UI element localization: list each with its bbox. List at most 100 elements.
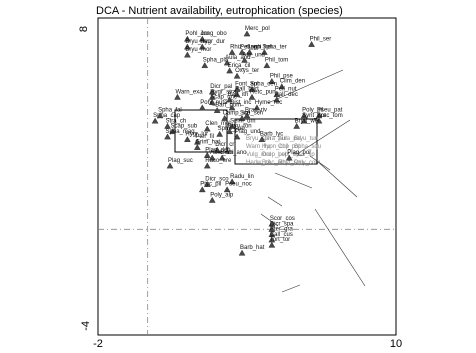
point-marker — [198, 186, 206, 193]
point-marker — [285, 154, 293, 161]
gray-point-label: Bryu_sph — [246, 136, 271, 142]
point-marker — [193, 144, 201, 150]
data-point: Grim_hat — [193, 139, 220, 150]
data-point: Abie_abi — [208, 150, 234, 161]
point-marker — [226, 67, 233, 74]
data-point: Retc_pun — [248, 89, 276, 100]
gray-point-label: Bryu_tun — [294, 136, 318, 142]
data-point: Brac_tom — [315, 113, 343, 124]
point-label: Oxys_ter — [235, 68, 259, 74]
point-label: Bryu_wei — [295, 118, 320, 124]
point-marker — [174, 93, 181, 100]
data-point: Spha_fal — [156, 108, 182, 119]
point-label: Retc_pun — [250, 89, 276, 95]
data-point: Erica_cil — [226, 63, 250, 74]
data-point: Pell_epi — [238, 44, 261, 55]
point-label: Jung_obo — [200, 31, 227, 37]
data-point: Oxys_ter — [233, 68, 259, 79]
point-label: Spha_cap — [153, 113, 181, 119]
point-marker — [198, 43, 206, 50]
point-label: Hygr_dur — [200, 39, 225, 45]
data-point: Warn_exa — [174, 89, 203, 100]
data-point: Camp_ste — [221, 110, 251, 121]
point-label: Plag_den — [205, 147, 230, 153]
data-point: Bart_ith — [226, 92, 248, 103]
data-point: Pall_bart — [233, 87, 259, 98]
point-marker — [233, 72, 241, 79]
point-marker — [228, 48, 236, 55]
point-label: Bryu_sau — [185, 39, 210, 45]
point-marker — [166, 162, 174, 169]
point-label: Pall_bart — [235, 87, 259, 93]
point-label: Bryu_ton — [228, 124, 252, 130]
point-marker — [248, 93, 256, 100]
gray-point-label: Brac_alb — [262, 160, 286, 166]
point-marker — [203, 151, 211, 158]
y-tick-top: 8 — [78, 26, 90, 32]
data-point: Clim_den — [278, 79, 305, 90]
gray-point-label: Rhyt_squ — [278, 160, 303, 166]
point-label: Sco_sch — [240, 110, 263, 116]
point-label: Spha_mag — [166, 129, 195, 135]
data-point: Dicr_sco — [203, 176, 229, 187]
point-label: Grim_ano — [220, 150, 247, 156]
point-label: Clim_den — [280, 79, 305, 85]
data-point: Bryu_ton — [226, 124, 252, 135]
data-point: Synt_nor — [300, 113, 326, 124]
gray-point-label: Aula_pal — [278, 136, 301, 142]
point-marker — [164, 133, 171, 140]
point-marker — [184, 136, 191, 142]
point-label: Bart_pom — [215, 102, 241, 108]
point-marker — [221, 114, 228, 121]
point-label: Tort_tor — [270, 237, 290, 243]
gray-point-label: Spha_squ — [294, 144, 321, 150]
point-label: Scap_sub — [171, 124, 198, 130]
point-marker — [253, 104, 261, 111]
leader-line — [260, 213, 279, 227]
point-label: Barb_lyc — [260, 132, 283, 138]
data-point: Pall_dec — [273, 92, 298, 103]
leader-lines — [260, 69, 366, 293]
point-marker — [243, 112, 251, 119]
point-marker — [228, 104, 236, 111]
point-label: Abie_abi — [210, 150, 233, 156]
gray-point-label: Hypn_cup — [262, 144, 290, 150]
data-point: Poly_alp — [208, 192, 234, 203]
point-marker — [233, 133, 241, 140]
data-point: Clen_mol — [203, 121, 231, 132]
data-point: Hygr_lur — [184, 132, 208, 142]
point-marker — [208, 154, 216, 161]
point-label: Grim_hat — [195, 139, 220, 145]
data-point: Pohl_cru — [184, 31, 209, 42]
point-label: Merc_pol — [245, 26, 270, 32]
data-point: Merc_pol — [243, 26, 270, 37]
data-point: Spha_mag — [164, 129, 195, 140]
point-marker — [203, 162, 211, 169]
point-label: Pter_fil — [195, 134, 214, 140]
leader-line — [267, 196, 283, 207]
point-marker — [258, 136, 266, 142]
point-label: Warn_exa — [175, 89, 203, 95]
point-marker — [246, 48, 253, 55]
data-point: Atri_und — [241, 52, 265, 63]
data-point: Spha_cen — [248, 81, 277, 92]
point-label: Spha_pla — [203, 58, 229, 64]
data-point: Barb_lyc — [258, 132, 283, 142]
point-label: Hyme_rec — [255, 100, 282, 106]
data-point: Bryu_mor — [184, 47, 211, 58]
point-label: Pseu_pat — [317, 108, 343, 114]
point-marker — [268, 77, 276, 84]
point-label: Phil_ser — [310, 36, 332, 42]
point-label: Pohl_cru — [185, 31, 209, 37]
point-label: Plag_suc — [168, 158, 193, 164]
point-marker — [241, 56, 248, 63]
data-point: Hygr_dur — [198, 39, 225, 50]
data-point: Dicr_cri — [213, 142, 236, 153]
point-label: Hygr_stra — [210, 89, 237, 95]
point-marker — [184, 51, 191, 58]
data-point: Aula_and — [223, 55, 250, 66]
point-marker — [315, 117, 323, 124]
point-label: Dicr_sco — [205, 176, 229, 182]
point-label: Raco_ere — [205, 158, 232, 164]
data-point: Pseu_noc — [223, 182, 252, 193]
